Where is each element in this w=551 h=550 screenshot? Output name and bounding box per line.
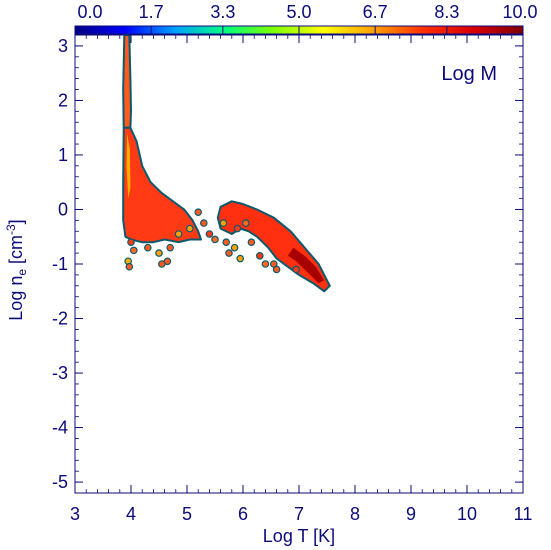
scatter-point <box>272 265 281 274</box>
scatter-point <box>242 219 250 227</box>
scatter-point <box>194 208 203 217</box>
y-axis-label-main: Log n <box>6 276 26 321</box>
y-tick-label: -3 <box>52 363 68 383</box>
scatter-point <box>186 224 194 233</box>
colorbar-tick-label: 0.0 <box>77 2 102 22</box>
y-tick-label: -4 <box>52 418 68 438</box>
y-tick-label: 0 <box>58 199 68 219</box>
scatter-blobs <box>124 208 301 274</box>
y-tick-label: 3 <box>58 36 68 56</box>
y-axis-label-superscript: -3 <box>4 224 18 235</box>
scatter-point <box>255 252 264 260</box>
scatter-point <box>174 230 183 238</box>
density-region <box>122 34 132 129</box>
colorbar: 0.0 1.7 3.3 5.0 6.7 8.3 10.0 <box>74 2 538 35</box>
colorbar-tick-label: 6.7 <box>363 2 388 22</box>
scatter-point <box>211 235 219 244</box>
x-tick-label: 7 <box>294 504 304 524</box>
scatter-point <box>222 238 231 246</box>
scatter-point <box>205 230 214 238</box>
scatter-point <box>247 238 256 246</box>
x-tick-label: 10 <box>457 504 477 524</box>
scatter-point <box>155 249 163 257</box>
scatter-point <box>200 219 208 227</box>
y-axis-label-end: ] <box>6 219 26 224</box>
x-tick-label: 8 <box>350 504 360 524</box>
x-tick-label: 6 <box>238 504 248 524</box>
scatter-point <box>158 260 166 268</box>
colorbar-ticks: 0.0 1.7 3.3 5.0 6.7 8.3 10.0 <box>74 2 538 34</box>
scatter-point <box>230 243 239 252</box>
x-tick-label: 11 <box>514 504 533 524</box>
colorbar-tick-label: 3.3 <box>210 2 235 22</box>
x-tick-label: 3 <box>70 504 80 524</box>
scatter-point <box>292 265 301 274</box>
scatter-point <box>125 262 134 271</box>
y-tick-label: -5 <box>52 472 68 492</box>
colorbar-tick-label: 1.7 <box>139 2 164 22</box>
y-tick-labels: 3 2 1 0 -1 -2 -3 -4 -5 <box>52 36 68 492</box>
axis-ticks <box>74 35 524 494</box>
colorbar-tick-label: 10.0 <box>502 2 537 22</box>
scatter-point <box>236 254 245 263</box>
x-tick-labels: 3 4 5 6 7 8 9 10 11 <box>70 504 532 524</box>
y-tick-label: -2 <box>52 309 68 329</box>
scatter-point <box>261 260 270 268</box>
y-axis-label: Log ne [cm-3] <box>4 219 29 320</box>
x-tick-label: 9 <box>406 504 416 524</box>
y-tick-label: 1 <box>58 145 68 165</box>
scatter-point <box>219 219 228 227</box>
y-tick-label: 2 <box>58 90 68 110</box>
x-tick-label: 5 <box>182 504 192 524</box>
plot-area <box>74 34 524 494</box>
density-region <box>122 126 202 244</box>
x-axis-label: Log T [K] <box>263 526 335 546</box>
x-tick-label: 4 <box>126 504 136 524</box>
scatter-point <box>127 238 135 246</box>
scatter-point <box>233 224 242 233</box>
colorbar-tick-label: 5.0 <box>286 2 311 22</box>
y-axis-label-subscript: e <box>15 269 29 276</box>
scatter-point <box>225 249 233 257</box>
density-region <box>126 133 131 199</box>
colorbar-tick-label: 8.3 <box>434 2 459 22</box>
scatter-point <box>144 243 152 252</box>
scatter-point <box>166 243 175 252</box>
panel-label: Log M <box>441 63 497 85</box>
plot-frame <box>74 34 524 494</box>
y-axis-label-unit: [cm <box>6 235 26 269</box>
y-tick-label: -1 <box>52 254 68 274</box>
density-region <box>287 247 325 284</box>
scatter-point <box>130 246 138 255</box>
